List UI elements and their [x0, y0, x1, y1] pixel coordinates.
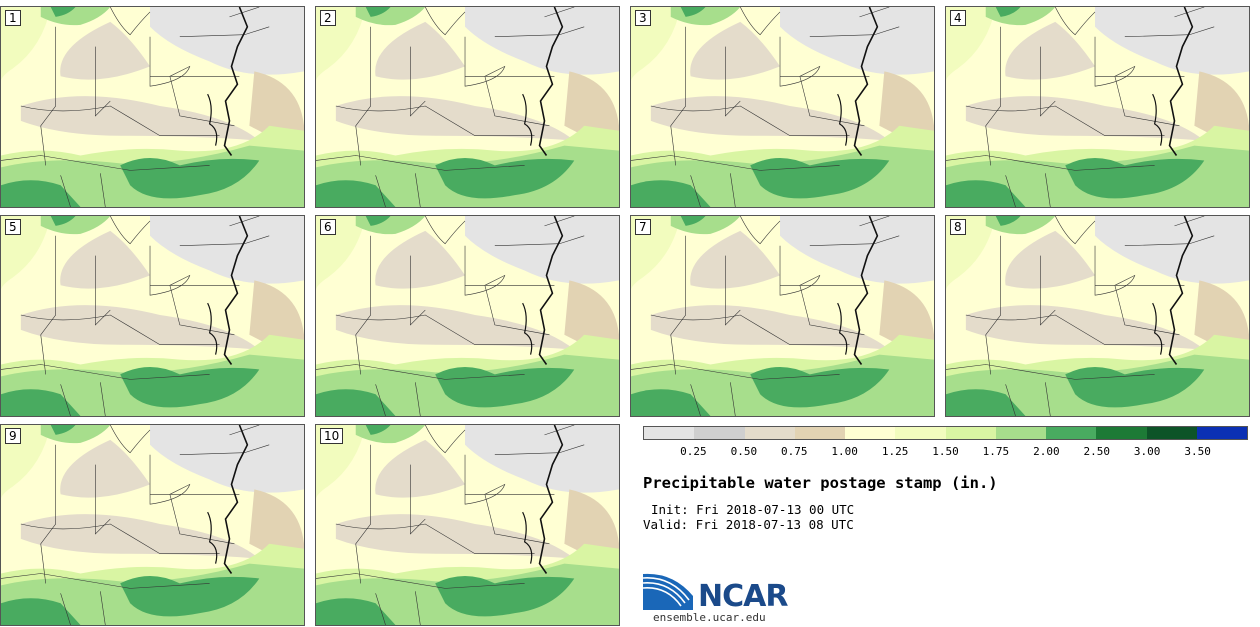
colorbar-swatch [1096, 427, 1147, 439]
colorbar-swatch [744, 427, 795, 439]
colorbar-tick-label: 1.00 [831, 445, 858, 458]
member-map-panel: 8 [945, 215, 1250, 417]
colorbar-swatch [794, 427, 845, 439]
colorbar-tick-label: 3.50 [1184, 445, 1211, 458]
colorbar-tick-label: 3.00 [1133, 445, 1161, 458]
member-label: 6 [320, 219, 336, 235]
colorbar-swatch [1046, 427, 1097, 439]
member-map-panel: 1 [0, 6, 305, 208]
colorbar-swatch [895, 427, 946, 439]
colorbar-swatch [644, 427, 695, 439]
member-label: 2 [320, 10, 336, 26]
member-map-panel: 7 [630, 215, 935, 417]
member-label: 10 [320, 428, 344, 444]
member-map-panel: 9 [0, 424, 305, 626]
colorbar-tick-label: 1.25 [881, 445, 909, 458]
member-map-panel: 2 [315, 6, 620, 208]
member-map-panel: 6 [315, 215, 620, 417]
valid-time: Valid: Fri 2018-07-13 08 UTC [643, 517, 854, 532]
member-label: 1 [5, 10, 21, 26]
map-title: Precipitable water postage stamp (in.) [643, 474, 998, 492]
member-label: 8 [950, 219, 966, 235]
colorbar-tick-label: 0.25 [680, 445, 707, 458]
colorbar-swatch [694, 427, 745, 439]
colorbar-tick-label: 0.50 [730, 445, 758, 458]
site-url: ensemble.ucar.edu [653, 611, 766, 624]
colorbar-swatch [945, 427, 996, 439]
member-label: 9 [5, 428, 21, 444]
member-label: 4 [950, 10, 966, 26]
colorbar-tick-label: 1.75 [982, 445, 1010, 458]
colorbar [643, 426, 1248, 440]
colorbar-tick-label: 2.00 [1033, 445, 1060, 458]
colorbar-swatch [995, 427, 1046, 439]
colorbar-tick-label: 2.50 [1083, 445, 1111, 458]
member-map-panel: 5 [0, 215, 305, 417]
member-map-panel: 10 [315, 424, 620, 626]
member-label: 5 [5, 219, 21, 235]
colorbar-swatch [1196, 427, 1247, 439]
member-map-panel: 3 [630, 6, 935, 208]
logo-wordmark: NCAR [698, 579, 788, 614]
colorbar-tick-label: 0.75 [781, 445, 808, 458]
member-label: 3 [635, 10, 651, 26]
ncar-logo-icon [643, 573, 693, 610]
member-label: 7 [635, 219, 651, 235]
member-map-panel: 4 [945, 6, 1250, 208]
colorbar-swatch [845, 427, 896, 439]
colorbar-ticks: 0.25 0.50 0.75 1.00 1.25 1.50 1.75 2.00 2.50 3.00… [643, 445, 1248, 459]
colorbar-swatch [1146, 427, 1197, 439]
init-time: Init: Fri 2018-07-13 00 UTC [651, 502, 855, 517]
colorbar-tick-label: 1.50 [932, 445, 959, 458]
